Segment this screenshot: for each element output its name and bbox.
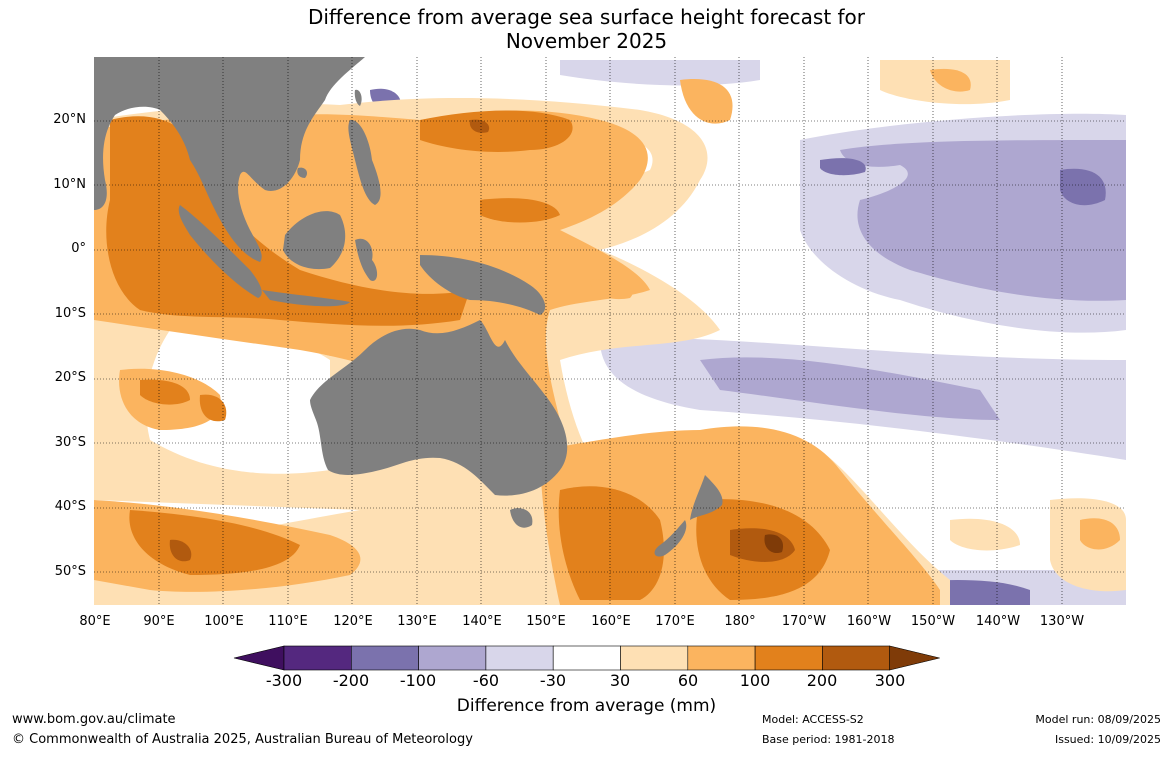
lon-label: 120°E: [333, 614, 373, 629]
hainan: [297, 167, 308, 178]
colorbar-tick-label: 300: [874, 671, 906, 690]
colorbar-tick-label: 100: [739, 671, 771, 690]
lon-label: 150°W: [910, 614, 956, 629]
anomaly-positive-strong: [558, 486, 664, 600]
lon-label: 130°W: [1039, 614, 1085, 629]
anomaly-positive-medium: [680, 79, 733, 124]
colorbar-tick-label: 60: [677, 671, 699, 690]
lon-label: 90°E: [143, 614, 175, 629]
lon-label: 130°E: [397, 614, 437, 629]
anomaly-positive-light: [950, 518, 1020, 551]
new-zealand-south: [654, 520, 687, 557]
copyright-text: © Commonwealth of Australia 2025, Austra…: [12, 732, 473, 747]
colorbar-tick-label: 200: [806, 671, 838, 690]
lat-label: 40°S: [54, 499, 86, 514]
lat-label: 20°N: [53, 112, 86, 127]
asia-mainland: [94, 57, 365, 262]
colorbar-tick-label: 30: [609, 671, 631, 690]
lat-label: 10°S: [54, 306, 86, 321]
anomaly-positive-strong: [140, 379, 190, 405]
sulawesi: [355, 238, 378, 281]
lon-label: 80°E: [79, 614, 111, 629]
lat-label: 10°N: [53, 177, 86, 192]
lon-label: 110°E: [268, 614, 308, 629]
lon-label: 160°E: [591, 614, 631, 629]
lat-label: 50°S: [54, 564, 86, 579]
new-guinea: [420, 255, 546, 315]
model-text: Model: ACCESS-S2: [762, 713, 864, 726]
map-title-line1: Difference from average sea surface heig…: [307, 5, 866, 29]
tasmania: [510, 508, 533, 528]
anomaly-positive-darkest: [764, 534, 784, 554]
lat-label: 0°: [71, 241, 86, 256]
website-link[interactable]: www.bom.gov.au/climate: [12, 712, 176, 727]
taiwan: [354, 89, 362, 106]
lat-label: 30°S: [54, 435, 86, 450]
colorbar-title: Difference from average (mm): [456, 696, 717, 716]
colorbar-tick-label: -300: [265, 671, 303, 690]
lon-label: 170°W: [781, 614, 827, 629]
lon-label: 100°E: [204, 614, 244, 629]
lon-label: 140°E: [462, 614, 502, 629]
land-masses: [94, 57, 723, 557]
java: [262, 290, 350, 307]
anomaly-positive-medium: [1080, 518, 1120, 550]
philippines: [348, 119, 381, 205]
colorbar-tick-label: -60: [472, 671, 500, 690]
colorbar-tick-label: -30: [539, 671, 567, 690]
anomaly-positive-strong: [420, 110, 573, 152]
anomaly-positive-strong: [480, 198, 560, 223]
anomaly-negative-strong: [820, 158, 866, 176]
lon-label: 180°: [724, 614, 756, 629]
lon-label: 170°E: [655, 614, 695, 629]
anomaly-positive-medium: [300, 329, 353, 357]
issued-text: Issued: 10/09/2025: [1054, 733, 1161, 746]
lon-label: 150°E: [526, 614, 566, 629]
anomaly-negative-medium: [700, 357, 1000, 420]
lat-label: 20°S: [54, 370, 86, 385]
australia: [310, 320, 568, 496]
base-period-text: Base period: 1981-2018: [762, 733, 895, 746]
anomaly-positive-very-strong: [169, 539, 192, 562]
lon-label: 160°W: [846, 614, 892, 629]
colorbar-tick-label: -200: [332, 671, 370, 690]
graticule: [94, 57, 1126, 605]
anomaly-positive-medium: [930, 68, 971, 92]
anomaly-positive-very-strong: [469, 119, 490, 133]
borneo: [283, 211, 346, 270]
new-zealand-north: [690, 475, 723, 520]
sea-surface-height-map: [94, 57, 1126, 605]
anomaly-positive-strong: [129, 510, 300, 575]
colorbar-tick-label: -100: [399, 671, 437, 690]
map-title-line2: November 2025: [505, 29, 668, 53]
anomaly-positive-medium: [590, 279, 633, 300]
anomaly-positive-strong: [199, 394, 227, 422]
lon-label: 140°W: [975, 614, 1021, 629]
model-run-text: Model run: 08/09/2025: [1035, 713, 1161, 726]
sumatra: [178, 205, 262, 298]
anomaly-negative-strong: [1060, 168, 1106, 206]
anomaly-positive-very-strong: [730, 528, 795, 562]
anomaly-negative-medium: [840, 140, 1126, 301]
